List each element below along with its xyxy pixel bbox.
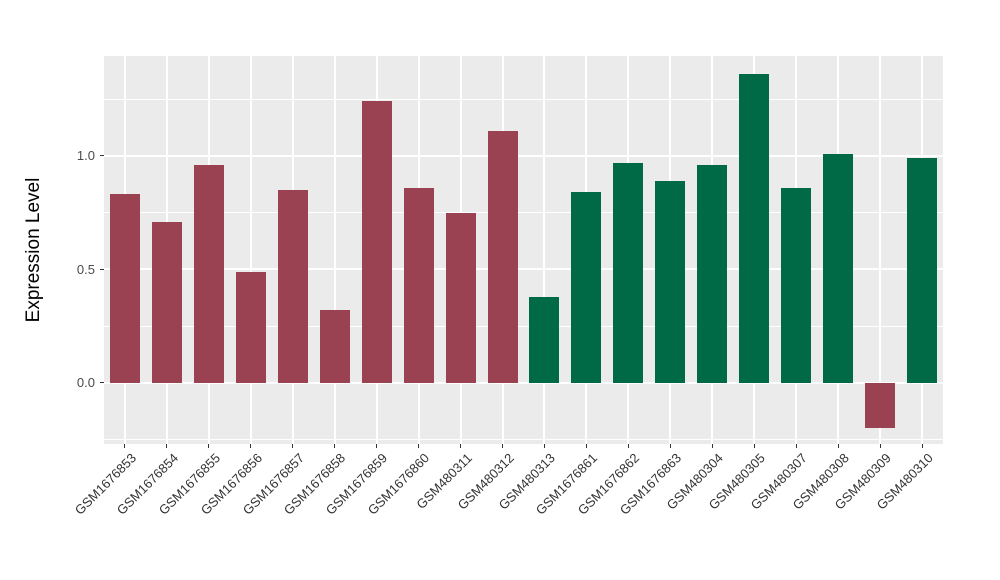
x-tick (124, 444, 126, 448)
bar-GSM1676863 (655, 180, 686, 383)
bar-GSM1676855 (193, 164, 224, 383)
x-tick (837, 444, 839, 448)
category-gridline (543, 56, 546, 444)
y-tick-label: 0.0 (76, 375, 95, 391)
category-gridline (333, 56, 336, 444)
bar-GSM1676858 (319, 310, 350, 383)
plot-panel (104, 56, 943, 444)
minor-gridline (104, 212, 943, 214)
y-tick (100, 382, 104, 384)
major-gridline (104, 381, 943, 384)
x-tick (334, 444, 336, 448)
bar-GSM1676860 (403, 187, 434, 383)
bar-GSM1676856 (235, 271, 266, 383)
x-tick (795, 444, 797, 448)
x-tick (376, 444, 378, 448)
bar-GSM480310 (907, 158, 938, 383)
bar-GSM480305 (739, 74, 770, 383)
major-gridline (104, 154, 943, 157)
y-tick (100, 268, 104, 270)
bar-GSM1676853 (109, 194, 140, 383)
x-tick (250, 444, 252, 448)
bar-GSM1676854 (151, 221, 182, 383)
x-tick (585, 444, 587, 448)
bar-GSM480313 (529, 296, 560, 383)
x-tick (208, 444, 210, 448)
bar-GSM480311 (445, 212, 476, 383)
major-gridline (104, 268, 943, 271)
bar-GSM1676859 (361, 101, 392, 383)
bar-GSM480309 (865, 382, 896, 429)
x-tick (627, 444, 629, 448)
bar-GSM1676862 (613, 162, 644, 383)
y-tick (100, 155, 104, 157)
x-tick (166, 444, 168, 448)
minor-gridline (104, 325, 943, 327)
x-tick (753, 444, 755, 448)
x-tick (460, 444, 462, 448)
x-tick (543, 444, 545, 448)
x-tick (879, 444, 881, 448)
category-gridline (879, 56, 882, 444)
x-tick (418, 444, 420, 448)
minor-gridline (104, 98, 943, 100)
bar-GSM480312 (487, 130, 518, 383)
x-tick (711, 444, 713, 448)
y-tick-label: 1.0 (76, 148, 95, 164)
x-tick (502, 444, 504, 448)
x-tick (292, 444, 294, 448)
minor-gridline (104, 438, 943, 440)
x-tick (669, 444, 671, 448)
y-axis-title: Expression Level (23, 177, 44, 323)
bar-GSM480308 (823, 153, 854, 383)
bar-GSM1676857 (277, 189, 308, 383)
y-tick-label: 0.5 (76, 261, 95, 277)
x-tick (921, 444, 923, 448)
bar-GSM480307 (781, 187, 812, 383)
bar-GSM1676861 (571, 192, 602, 383)
category-gridline (249, 56, 252, 444)
bar-GSM480304 (697, 164, 728, 383)
